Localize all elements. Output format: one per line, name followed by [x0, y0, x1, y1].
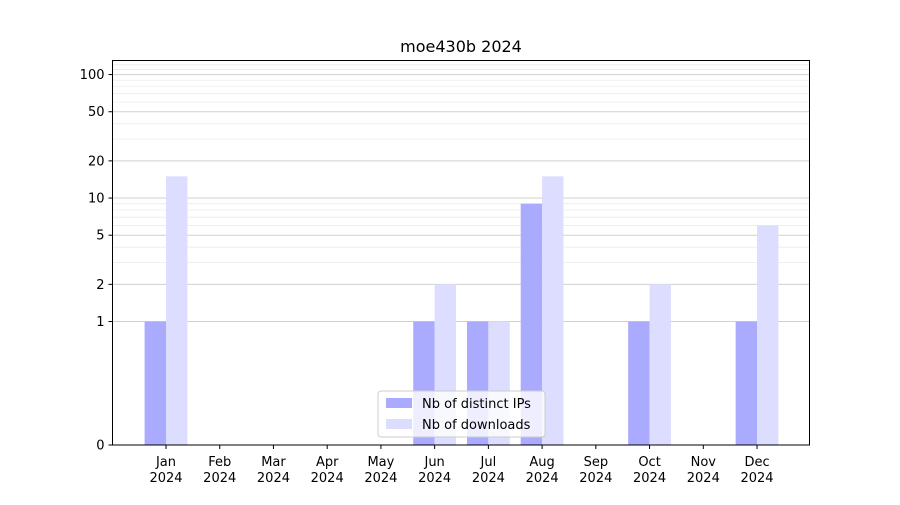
legend-label-downloads: Nb of downloads [422, 418, 531, 433]
x-tick-label: Sep 2024 [579, 455, 612, 486]
y-tick-label: 1 [96, 315, 104, 330]
x-tick-label: Aug 2024 [526, 455, 559, 486]
x-tick-label: Feb 2024 [203, 455, 236, 486]
bar-downloads [757, 225, 779, 445]
plot-frame [112, 60, 810, 446]
x-tick-label: Jan 2024 [149, 455, 182, 486]
x-tick-label: Oct 2024 [633, 455, 666, 486]
x-tick-label: Jun 2024 [418, 455, 451, 486]
bar-distinct-ips [628, 321, 650, 445]
legend-box [377, 390, 546, 438]
bar-distinct-ips [735, 321, 758, 445]
x-tick-label: Mar 2024 [257, 455, 290, 486]
bar-distinct-ips [144, 321, 166, 445]
x-tick-label: May 2024 [364, 455, 397, 486]
x-tick-label: Jul 2024 [472, 455, 505, 486]
y-axis: 0 1 2 5 10 20 50 100 [80, 68, 113, 454]
chart-title: moe430b 2024 [400, 37, 522, 56]
grid-lines [112, 64, 810, 323]
x-tick-label: Apr 2024 [311, 455, 344, 486]
y-tick-label: 2 [96, 278, 104, 293]
legend-swatch-downloads [386, 419, 412, 429]
y-tick-label: 50 [88, 105, 105, 120]
bar-downloads [166, 176, 188, 446]
y-tick-label: 0 [96, 439, 104, 454]
legend-swatch-distinct-ips [386, 398, 412, 408]
y-tick-label: 10 [88, 192, 105, 207]
bar-downloads [649, 284, 671, 445]
x-tick-label: Dec 2024 [740, 455, 773, 486]
x-axis: Jan 2024 Feb 2024 Mar 2024 Apr 2024 May 2024 Jun 20… [149, 445, 774, 486]
x-tick-label: Nov 2024 [687, 455, 720, 486]
legend: Nb of distinct IPs Nb of downloads [377, 390, 546, 438]
bar-downloads [542, 176, 564, 446]
y-tick-label: 5 [96, 229, 104, 244]
y-tick-label: 20 [88, 154, 105, 169]
bar-distinct-ips [520, 203, 543, 445]
y-tick-label: 100 [80, 68, 105, 83]
legend-label-distinct-ips: Nb of distinct IPs [422, 397, 531, 412]
